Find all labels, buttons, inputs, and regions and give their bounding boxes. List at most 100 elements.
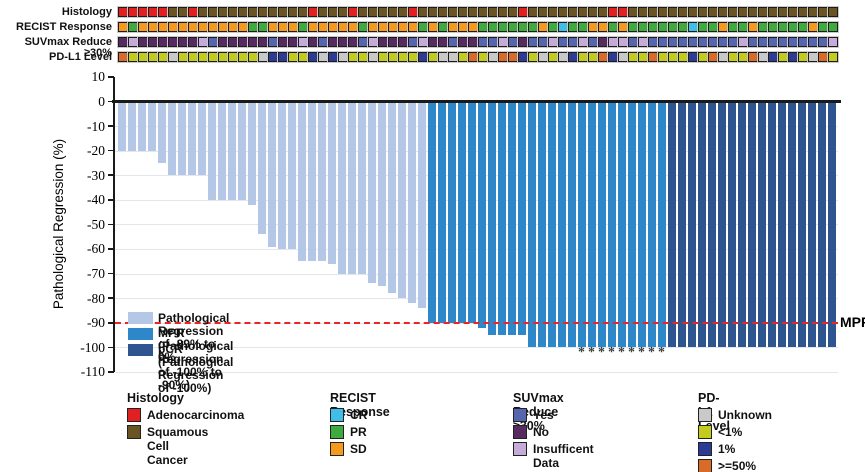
bar-patient-47: [577, 101, 586, 348]
annotation-square: [437, 6, 448, 17]
legend-label: SD: [350, 442, 367, 456]
bar-patient-3: [137, 101, 146, 151]
bar-patient-6: [167, 101, 176, 176]
annotation-square: [787, 6, 798, 17]
gridline: [115, 126, 838, 128]
annotation-square: [347, 51, 358, 62]
annotation-square: [227, 6, 238, 17]
annotation-square: [697, 21, 708, 32]
bar-patient-45: [557, 101, 566, 348]
bar-patient-50: [607, 101, 616, 348]
annotation-square: [467, 36, 478, 47]
y-tick: [108, 321, 114, 324]
annotation-square: [667, 21, 678, 32]
annotation-square: [137, 21, 148, 32]
annotation-square: [557, 36, 568, 47]
annotation-square: [317, 6, 328, 17]
annotation-square: [367, 6, 378, 17]
legend-swatch: [513, 442, 527, 456]
annotation-square: [307, 36, 318, 47]
annotation-square: [687, 36, 698, 47]
bar-patient-64: [747, 101, 756, 348]
y-tick: [108, 297, 114, 299]
bar-patient-5: [157, 101, 166, 163]
annotation-square: [247, 6, 258, 17]
bar-patient-59: [697, 101, 706, 348]
annotation-square: [407, 21, 418, 32]
annotation-square: [297, 51, 308, 62]
y-tick: [108, 149, 114, 152]
annotation-square: [497, 36, 508, 47]
y-tick: [108, 223, 114, 226]
legend-label: Pathological Regression of -89% to 0%: [158, 310, 230, 364]
annotation-square: [487, 36, 498, 47]
gridline: [115, 199, 838, 201]
bar-patient-37: [477, 101, 486, 328]
annotation-square: [807, 6, 818, 17]
annotation-square: [767, 21, 778, 32]
annotation-square: [237, 36, 248, 47]
annotation-square: [307, 6, 318, 17]
annotation-square: [397, 51, 408, 62]
annotation-square: [637, 6, 648, 17]
annotation-square: [457, 6, 468, 17]
annotation-square: [487, 21, 498, 32]
annotation-square: [347, 36, 358, 47]
bar-patient-22: [327, 101, 336, 264]
annotation-square: [777, 51, 788, 62]
annotation-square: [217, 51, 228, 62]
bar-patient-8: [187, 101, 196, 176]
bar-patient-15: [257, 101, 266, 235]
annotation-square: [717, 6, 728, 17]
annotation-square: [267, 21, 278, 32]
y-tick-label: -110: [80, 364, 105, 380]
annotation-square: [447, 6, 458, 17]
annotation-square: [817, 6, 828, 17]
annotation-square: [477, 51, 488, 62]
annotation-square: [417, 6, 428, 17]
annotation-square: [587, 51, 598, 62]
annotation-square: [607, 51, 618, 62]
annotation-square: [467, 6, 478, 17]
gridline: [115, 371, 838, 373]
asterisk-mark: *: [658, 345, 665, 360]
annotation-square: [627, 36, 638, 47]
annotation-square: [397, 6, 408, 17]
annotation-square: [657, 51, 668, 62]
annotation-square: [757, 21, 768, 32]
bar-patient-44: [547, 101, 556, 348]
legend-swatch: [128, 312, 153, 324]
annotation-square: [167, 21, 178, 32]
bar-patient-1: [117, 101, 126, 151]
annotation-square: [617, 6, 628, 17]
bar-patient-60: [707, 101, 716, 348]
annotation-square: [117, 21, 128, 32]
annotation-square: [337, 51, 348, 62]
annotation-square: [617, 36, 628, 47]
bar-patient-62: [727, 101, 736, 348]
annotation-square: [227, 51, 238, 62]
annotation-square: [367, 36, 378, 47]
bar-patient-23: [337, 101, 346, 274]
annotation-square: [257, 51, 268, 62]
annotation-square: [707, 6, 718, 17]
annotation-square: [647, 6, 658, 17]
legend-label: Squamous Cell Cancer: [147, 425, 209, 467]
annotation-square: [327, 51, 338, 62]
annotation-square: [347, 6, 358, 17]
annotation-square: [117, 51, 128, 62]
annotation-square: [227, 21, 238, 32]
annotation-square: [777, 6, 788, 17]
annotation-square: [517, 6, 528, 17]
annotation-square: [147, 6, 158, 17]
annotation-square: [767, 6, 778, 17]
legend-swatch: [698, 459, 712, 472]
annotation-square: [577, 21, 588, 32]
annotation-square: [207, 36, 218, 47]
y-tick-label: -70: [87, 266, 105, 282]
legend-label: >=50%: [718, 459, 757, 472]
y-tick: [108, 100, 114, 103]
annotation-square: [677, 6, 688, 17]
annotation-square: [467, 21, 478, 32]
legend-swatch: [698, 408, 712, 422]
